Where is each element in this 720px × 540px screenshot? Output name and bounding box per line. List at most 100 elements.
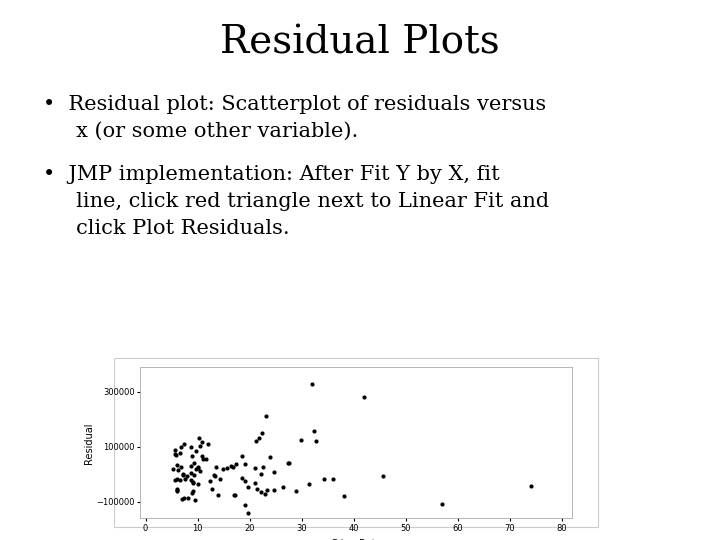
Point xyxy=(190,465,202,474)
Point xyxy=(436,500,448,508)
Point xyxy=(327,475,338,483)
Point xyxy=(308,427,320,435)
Point xyxy=(200,455,212,464)
Point xyxy=(260,411,271,420)
Point xyxy=(249,464,261,472)
Point xyxy=(193,433,204,442)
Point xyxy=(177,470,189,478)
Point xyxy=(204,477,215,485)
Point xyxy=(239,477,251,485)
Point xyxy=(318,475,330,484)
Point xyxy=(188,471,199,480)
Point xyxy=(227,463,238,471)
Point xyxy=(176,463,187,472)
Point xyxy=(194,467,205,476)
Point xyxy=(188,479,199,488)
Point xyxy=(225,461,237,470)
Point xyxy=(197,438,208,447)
Point xyxy=(303,480,315,489)
Point xyxy=(243,508,254,517)
Point xyxy=(197,455,209,464)
Point xyxy=(377,471,389,480)
Point xyxy=(307,380,318,388)
Point xyxy=(230,460,242,469)
Point xyxy=(256,429,268,437)
Point xyxy=(214,475,225,483)
Point xyxy=(282,459,294,468)
Point xyxy=(251,485,263,494)
Text: line, click red triangle next to Linear Fit and: line, click red triangle next to Linear … xyxy=(43,192,549,211)
Point xyxy=(189,496,201,504)
Point xyxy=(197,451,208,460)
Point xyxy=(179,494,190,502)
Text: click Plot Residuals.: click Plot Residuals. xyxy=(43,219,290,238)
Y-axis label: Residual: Residual xyxy=(84,422,94,463)
Point xyxy=(228,491,240,500)
Point xyxy=(185,475,197,484)
Point xyxy=(255,470,266,478)
Point xyxy=(296,436,307,444)
Point xyxy=(242,483,253,491)
Text: Residual Plots: Residual Plots xyxy=(220,24,500,62)
Point xyxy=(359,393,370,402)
Text: •  Residual plot: Scatterplot of residuals versus: • Residual plot: Scatterplot of residual… xyxy=(43,94,546,113)
Point xyxy=(186,489,198,497)
Point xyxy=(171,487,182,495)
Point xyxy=(187,477,199,486)
Point xyxy=(202,439,213,448)
Point xyxy=(185,468,197,477)
Point xyxy=(258,462,269,471)
Point xyxy=(175,448,186,457)
Point xyxy=(175,442,186,451)
Point xyxy=(185,442,197,451)
Point xyxy=(208,470,220,479)
Point xyxy=(174,475,185,484)
Point xyxy=(525,481,536,490)
Point xyxy=(283,459,294,468)
Point xyxy=(259,490,271,499)
Point xyxy=(310,437,322,445)
Point xyxy=(253,434,265,443)
Point xyxy=(170,446,181,455)
Point xyxy=(249,479,261,488)
Point xyxy=(171,451,182,460)
Point xyxy=(210,471,221,480)
Point xyxy=(264,453,276,462)
Point xyxy=(169,476,181,485)
Point xyxy=(239,460,251,468)
Point xyxy=(210,463,222,472)
Point xyxy=(172,466,184,475)
Point xyxy=(171,461,183,469)
Point xyxy=(237,474,248,483)
Point xyxy=(177,470,189,479)
X-axis label: CrimeRate: CrimeRate xyxy=(330,538,382,540)
Point xyxy=(261,485,273,494)
Point xyxy=(290,487,302,496)
Point xyxy=(186,451,197,460)
Point xyxy=(251,436,262,445)
Point xyxy=(268,486,279,495)
Point xyxy=(206,485,217,494)
Point xyxy=(222,464,233,472)
Point xyxy=(212,490,224,499)
Point xyxy=(169,449,181,458)
Point xyxy=(189,459,200,468)
Point xyxy=(194,441,206,450)
Point xyxy=(176,495,188,504)
Point xyxy=(192,463,204,471)
Point xyxy=(277,483,289,492)
Text: x (or some other variable).: x (or some other variable). xyxy=(43,122,359,140)
Point xyxy=(171,485,183,494)
Point xyxy=(171,484,182,493)
Point xyxy=(255,487,266,496)
Point xyxy=(188,487,199,496)
Text: •  JMP implementation: After Fit Y by X, fit: • JMP implementation: After Fit Y by X, … xyxy=(43,165,500,184)
Point xyxy=(217,464,228,473)
Point xyxy=(192,480,204,488)
Point xyxy=(240,501,251,509)
Point xyxy=(181,472,192,481)
Point xyxy=(182,494,194,503)
Point xyxy=(192,464,204,472)
Point xyxy=(186,462,197,470)
Point xyxy=(229,491,240,500)
